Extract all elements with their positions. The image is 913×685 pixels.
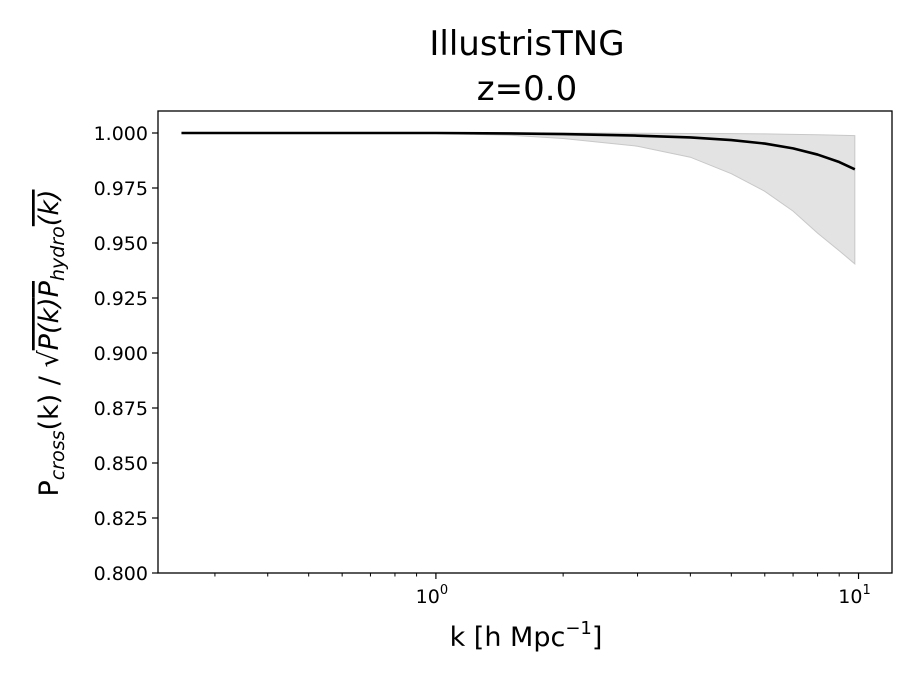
y-label-inner-k1: (k)	[34, 297, 65, 334]
confidence-band	[181, 132, 856, 265]
y-label-inner-k2: (k)	[34, 190, 65, 227]
y-tick-label: 0.825	[94, 508, 148, 530]
x-axis-label-exponent: −1	[565, 618, 592, 639]
y-tick-label: 0.950	[94, 233, 148, 255]
chart-title-line2: z=0.0	[477, 69, 577, 109]
y-tick-label: 1.000	[94, 123, 148, 145]
x-axis-label-end: ]	[592, 622, 603, 653]
x-tick-label: 101	[838, 583, 870, 608]
confidence-band-layer	[181, 132, 856, 265]
y-tick-label: 0.900	[94, 343, 148, 365]
svg-text:Pcross(k) / √P(k)Phydro(k): Pcross(k) / √P(k)Phydro(k)	[34, 190, 69, 497]
chart-title-line1: IllustrisTNG	[429, 24, 624, 64]
y-ticks: 0.800 0.825 0.850 0.875 0.900 0.925 0.950 0.975…	[94, 123, 158, 585]
y-tick-label: 0.975	[94, 178, 148, 200]
y-axis-label: Pcross(k) / √P(k)Phydro(k)	[34, 190, 69, 497]
x-ticks: 100 101	[214, 573, 871, 608]
y-label-mid: (k) /	[34, 368, 65, 431]
y-tick-label: 0.875	[94, 398, 148, 420]
x-axis-label: k [h Mpc−1]	[450, 618, 603, 653]
series-line-0	[181, 131, 856, 171]
y-label-inner-p2: P	[34, 280, 65, 297]
y-label-inner-p1: P	[34, 333, 65, 350]
y-tick-label: 0.925	[94, 288, 148, 310]
y-tick-label: 0.800	[94, 563, 148, 585]
series-line-layer	[181, 131, 856, 171]
x-tick-label: 100	[416, 583, 448, 608]
y-tick-label: 0.850	[94, 453, 148, 475]
plot-frame	[157, 110, 893, 574]
sqrt-icon: √	[34, 350, 65, 368]
y-label-sub-hydro: hydro	[47, 226, 69, 281]
x-axis-label-main: k [h Mpc	[450, 622, 566, 653]
y-label-sub-cross: cross	[47, 430, 69, 480]
y-label-p: P	[34, 480, 65, 496]
